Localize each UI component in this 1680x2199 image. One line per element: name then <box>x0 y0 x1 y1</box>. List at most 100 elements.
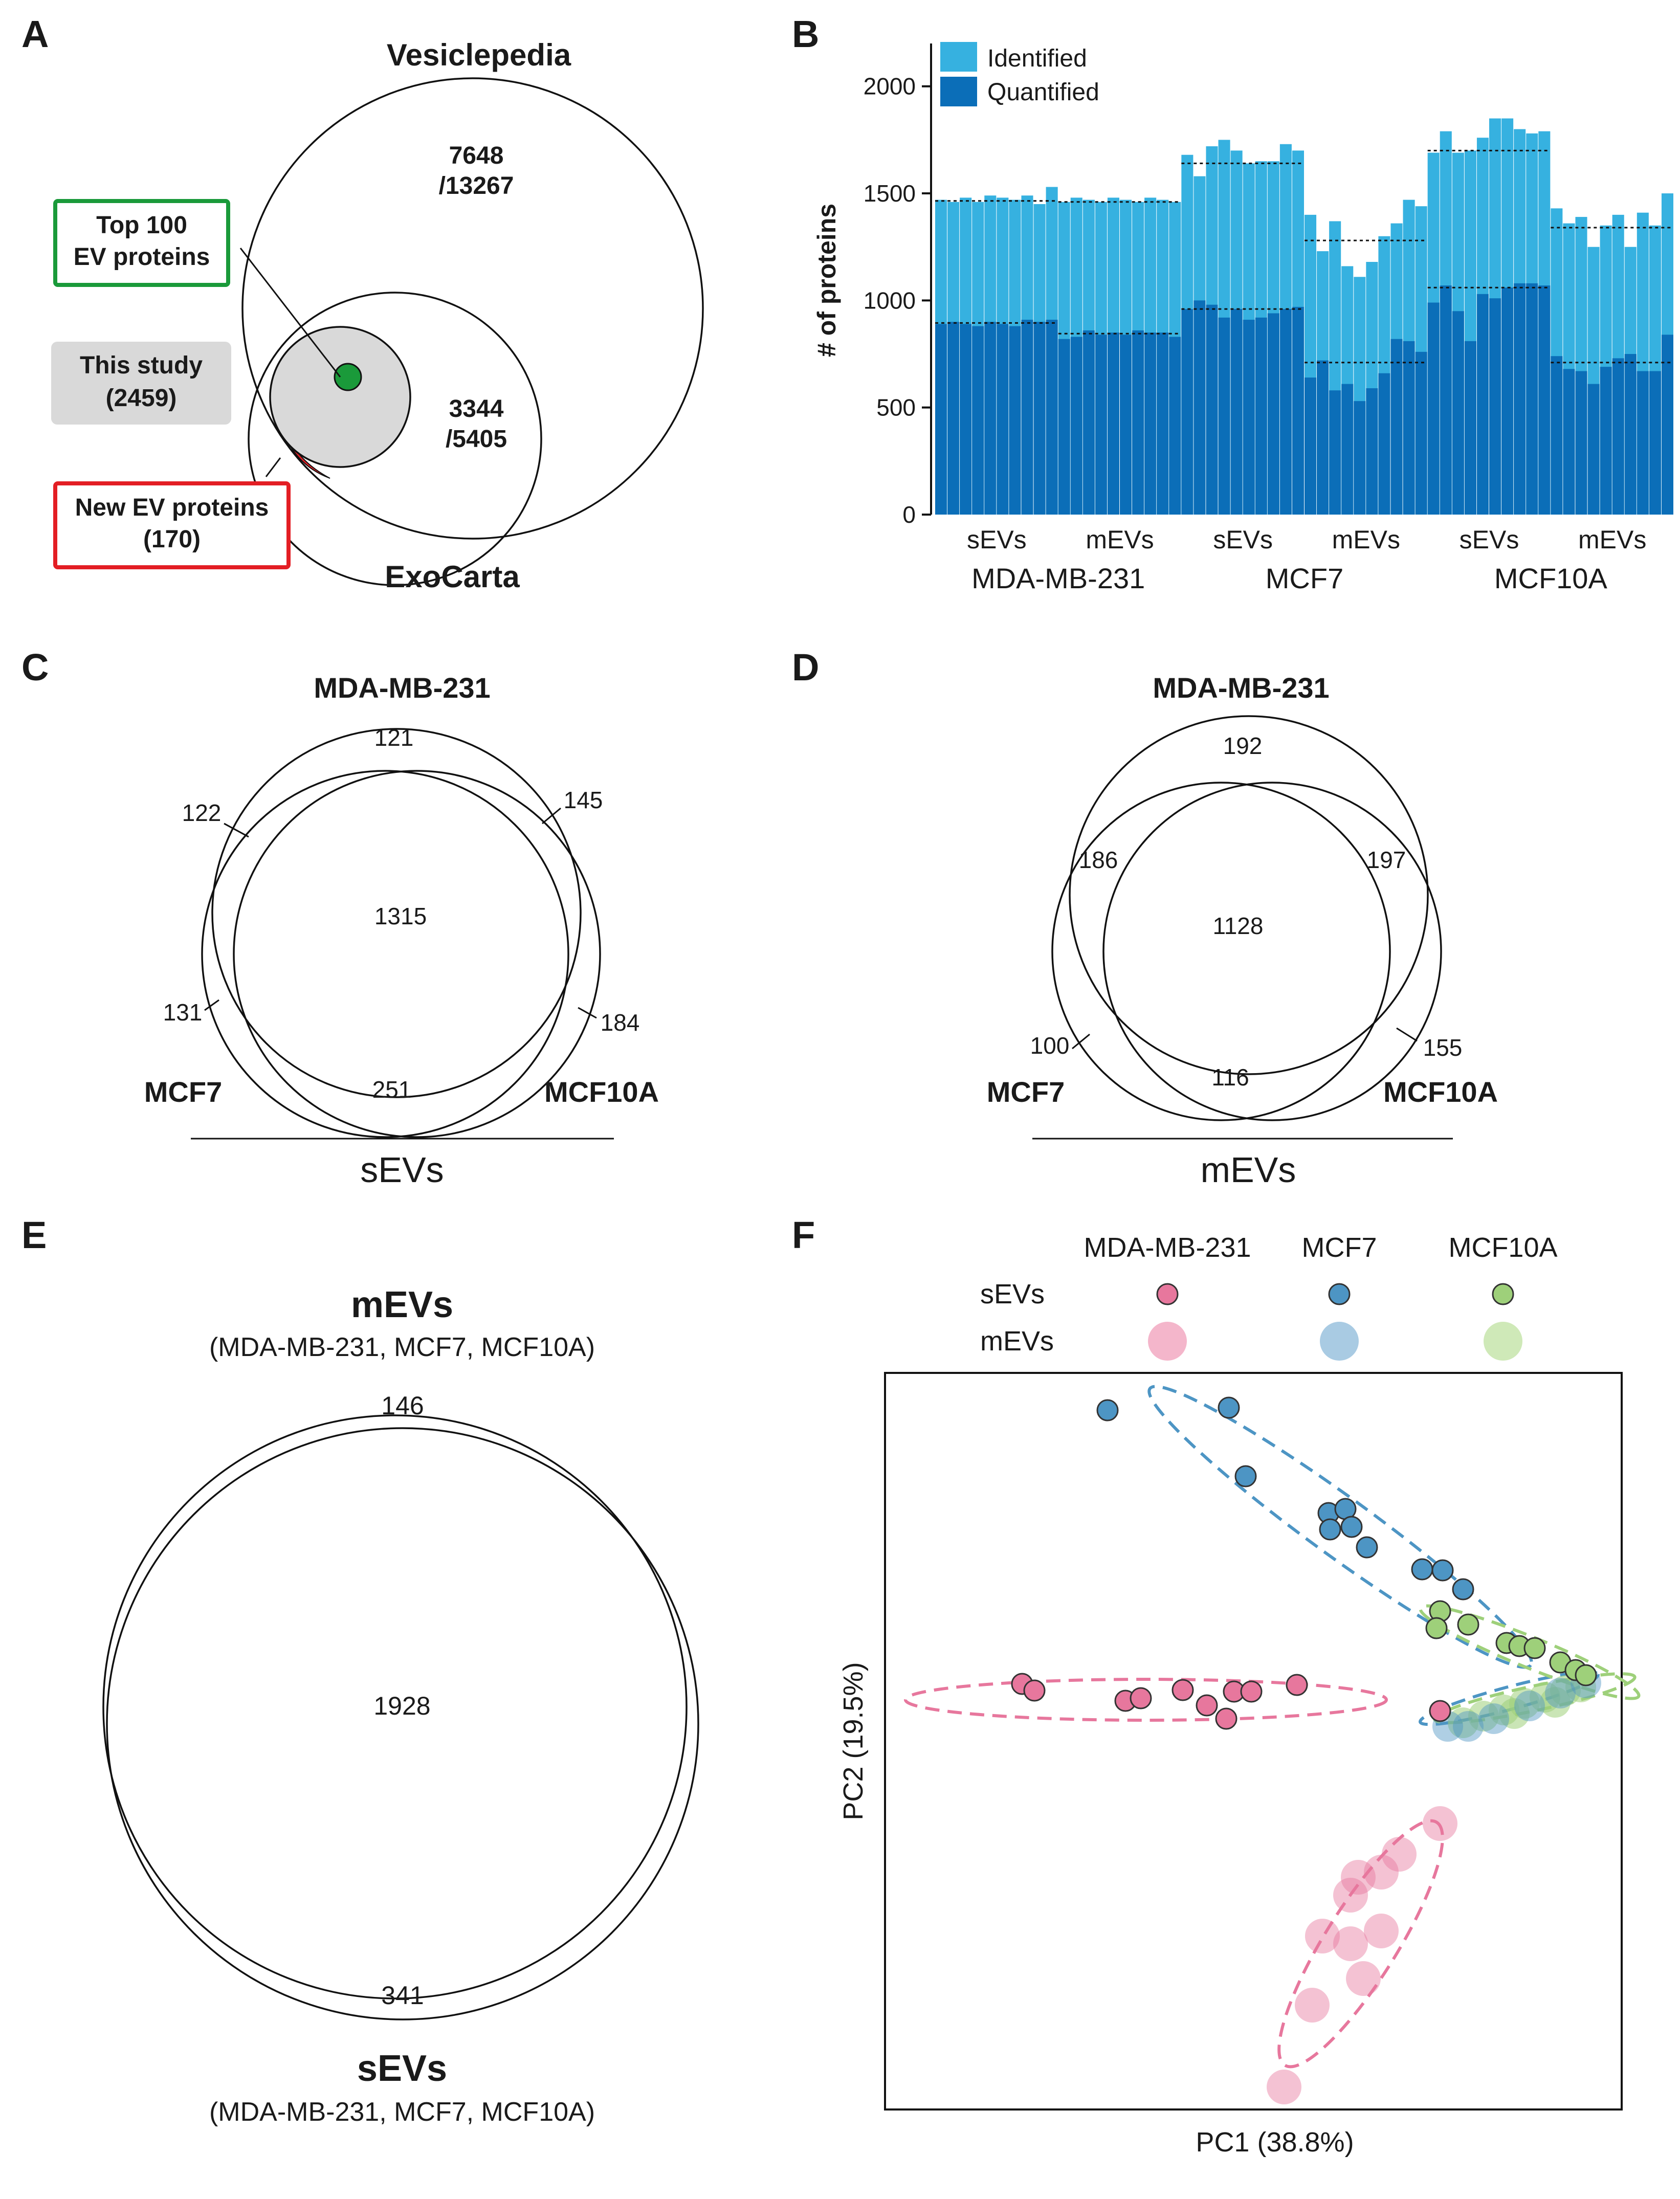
bar-quantified <box>1120 335 1132 515</box>
bar-quantified <box>1107 332 1119 515</box>
pca-point <box>1340 1516 1363 1538</box>
exocarta-circle <box>248 292 542 586</box>
pca-point <box>1364 1855 1399 1890</box>
venn-d-leader-100 <box>1072 1033 1090 1050</box>
bar-quantified <box>1317 360 1329 515</box>
bar-y-tick-label: 500 <box>876 394 916 421</box>
pca-point <box>1240 1680 1263 1703</box>
this-study-box <box>51 342 231 425</box>
venn-c-mda-label: MDA-MB-231 <box>314 672 490 704</box>
bar-quantified <box>1082 330 1095 515</box>
pca-point <box>1411 1558 1433 1581</box>
panel-label-f: F <box>792 1214 815 1256</box>
bar-group-label: mEVs <box>1578 525 1646 554</box>
bar-chart: 0 500 1000 1500 2000 sEVs mEVs sEVs mEVs sEVs mEVs… <box>864 43 1673 594</box>
bar-quantified <box>1132 330 1144 515</box>
exocarta-label: ExoCarta <box>385 560 520 594</box>
bar-quantified <box>1206 304 1218 515</box>
bar-quantified <box>1267 313 1279 515</box>
venn-d-mcf7-label: MCF7 <box>987 1076 1065 1108</box>
venn-c-mda-circle <box>211 728 582 1098</box>
this-study-line1: This study <box>80 352 203 379</box>
exocarta-count: 3344 <box>449 395 504 423</box>
pca-xlabel: PC1 (38.8%) <box>1196 2127 1354 2158</box>
top100-line1: Top 100 <box>96 212 187 239</box>
pca-ellipse-mda-mevs <box>1277 1819 1444 2069</box>
venn-e-n1928: 1928 <box>373 1692 430 1720</box>
pca-point <box>1319 1518 1341 1541</box>
bar-quantified <box>1341 384 1354 515</box>
venn-d-subtitle: mEVs <box>1201 1150 1296 1190</box>
bar-cell-line-label: MCF7 <box>1266 562 1343 594</box>
pca-legend-mda-sevs <box>1156 1283 1179 1305</box>
panel-label-d: D <box>792 646 819 688</box>
bar-quantified <box>960 324 972 515</box>
venn-d-leader-155 <box>1396 1027 1418 1042</box>
panel-label-a: A <box>21 13 49 55</box>
pca-legend-mcf7-mevs <box>1320 1322 1359 1361</box>
pca-legend-col-mda: MDA-MB-231 <box>1084 1232 1251 1263</box>
pca-ellipse-mda-sevs <box>904 1678 1388 1722</box>
venn-e-mevs-circle <box>106 1427 699 2020</box>
bar-cell-line-label: MCF10A <box>1494 562 1608 594</box>
venn-c-mcf10a-label: MCF10A <box>544 1076 659 1108</box>
pca-legend-col-mcf7: MCF7 <box>1302 1232 1377 1263</box>
pca-point <box>1130 1687 1152 1709</box>
venn-d-n155: 155 <box>1423 1034 1463 1061</box>
bar-group-label: mEVs <box>1086 525 1154 554</box>
pca-point <box>1429 1700 1451 1722</box>
bar-quantified <box>1366 388 1378 515</box>
bar-quantified <box>1526 283 1538 515</box>
legend-identified-swatch <box>940 42 977 72</box>
pca-points-mda-sevs <box>1011 1673 1451 1730</box>
bar-quantified <box>1279 309 1292 515</box>
bar-quantified <box>1354 401 1366 515</box>
panel-label-c: C <box>21 646 49 688</box>
venn-e-top-title: mEVs <box>351 1284 453 1325</box>
exocarta-total: /5405 <box>446 426 507 453</box>
pca-point <box>1218 1396 1240 1419</box>
bar-group-label: sEVs <box>1460 525 1519 554</box>
pca-point <box>1364 1914 1399 1948</box>
pca-point <box>1286 1674 1308 1696</box>
venn-c-leader-184 <box>578 1007 597 1019</box>
pca-point <box>1023 1679 1046 1702</box>
venn-c-n131: 131 <box>163 999 203 1026</box>
legend-identified-label: Identified <box>987 45 1087 72</box>
bar-quantified <box>1649 371 1661 515</box>
bar-quantified <box>1046 320 1058 515</box>
bar-quantified <box>984 322 997 515</box>
pca-legend-col-mcf10a: MCF10A <box>1448 1232 1557 1263</box>
venn-d-mda-label: MDA-MB-231 <box>1153 672 1329 704</box>
venn-e-bottom-title: sEVs <box>357 2048 447 2089</box>
pca-point <box>1423 1806 1457 1841</box>
bar-y-tick-label: 0 <box>902 501 916 528</box>
panel-c: C MDA-MB-231 121 122 145 1315 131 184 25… <box>21 646 659 1190</box>
venn-c-n121: 121 <box>374 724 414 751</box>
pca-ylabel: PC2 (19.5%) <box>838 1662 869 1820</box>
venn-c-subtitle: sEVs <box>360 1150 444 1190</box>
bar-quantified <box>972 326 984 515</box>
bar-y-tick-label: 2000 <box>864 73 916 100</box>
bar-cell-line-label: MDA-MB-231 <box>971 562 1145 594</box>
bar-quantified <box>1378 373 1390 515</box>
pca-point <box>1333 1878 1368 1913</box>
venn-e-sevs-circle <box>102 1414 688 2000</box>
top100-circle <box>334 363 362 391</box>
bar-quantified <box>1476 294 1489 515</box>
bar-quantified <box>1243 320 1255 515</box>
venn-e-bottom-sub: (MDA-MB-231, MCF7, MCF10A) <box>209 2097 595 2127</box>
bar-quantified <box>1070 337 1082 515</box>
bar-quantified <box>1600 367 1612 515</box>
pca-point <box>1382 1837 1417 1872</box>
pca-point <box>1499 1698 1530 1729</box>
venn-d-mcf7-circle <box>1051 782 1391 1121</box>
panel-label-b: B <box>792 13 819 55</box>
pca-point <box>1234 1465 1257 1487</box>
new-proteins-box <box>53 481 291 569</box>
pca-point <box>1453 1711 1484 1742</box>
bar-quantified <box>1464 341 1476 515</box>
bar-quantified <box>1305 377 1317 515</box>
vesiclepedia-count: 7648 <box>449 142 504 169</box>
pca-point <box>1295 1988 1330 2023</box>
